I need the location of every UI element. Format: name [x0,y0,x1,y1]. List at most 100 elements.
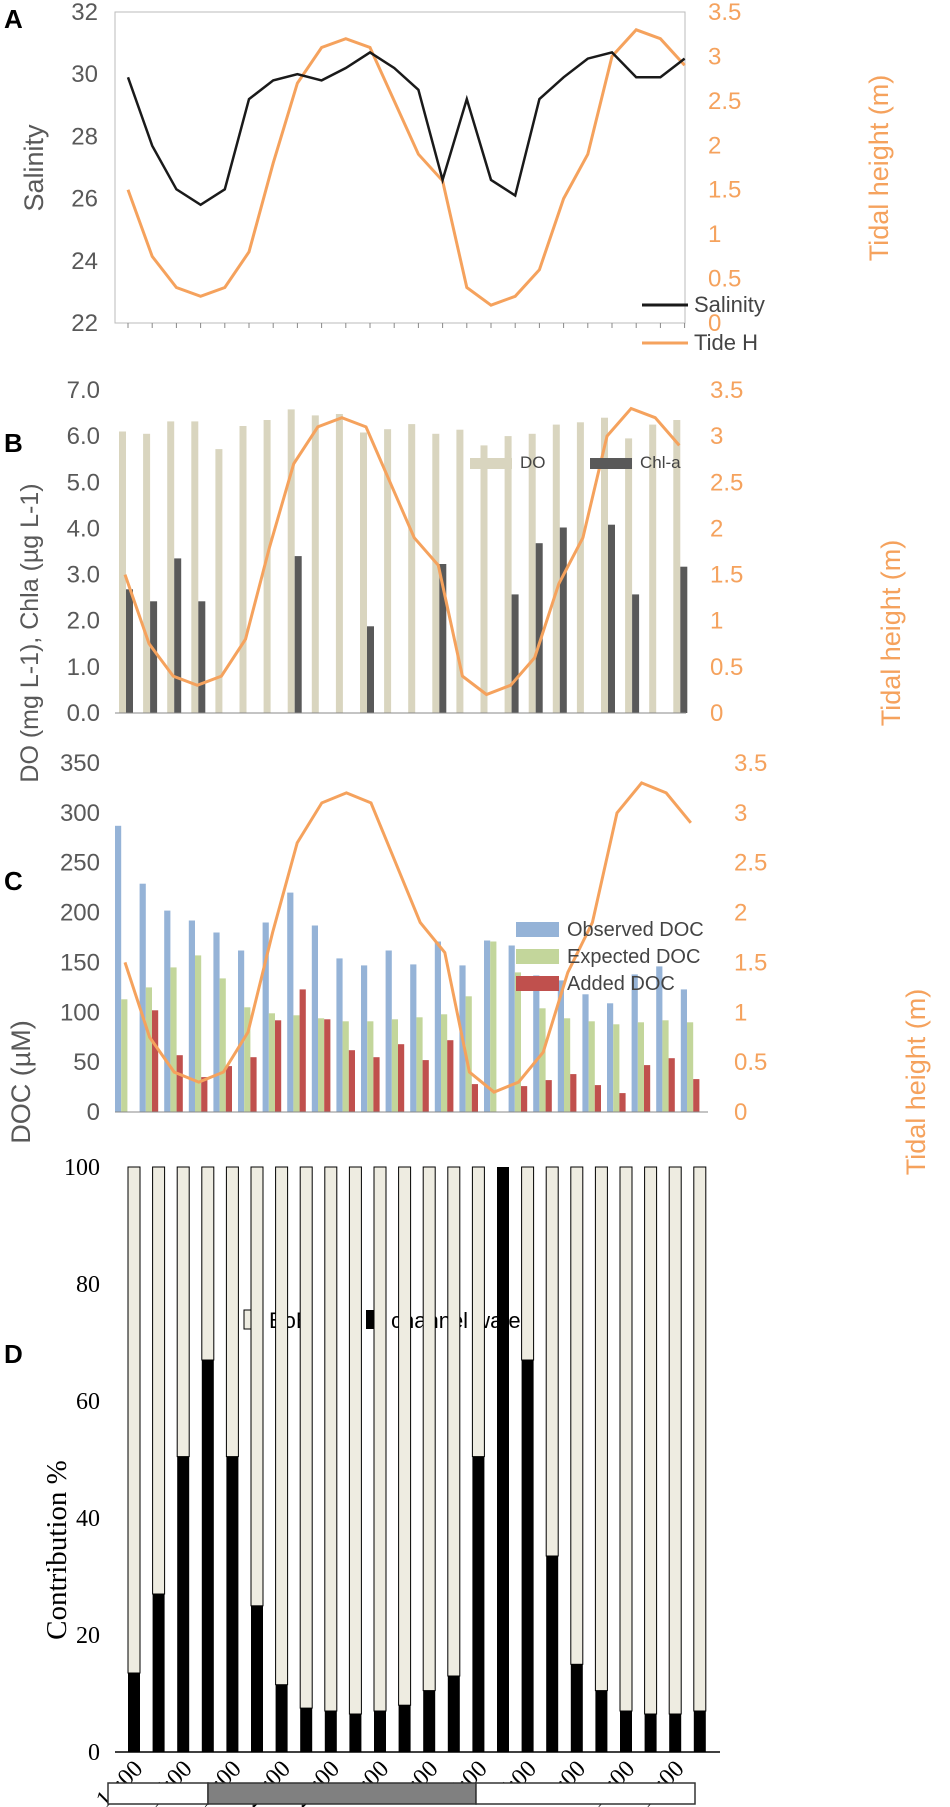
d-channel-bar-21 [644,1714,657,1752]
legend-expected-label: Expected DOC [567,946,700,968]
c-observed-bar-10 [361,965,368,1112]
c-y2-tick-6: 3 [734,800,747,827]
b-chla-bar-13 [439,564,447,713]
c-observed-bar-17 [533,975,540,1112]
b-do-bar-6 [263,420,271,713]
b-do-bar-23 [673,420,681,713]
legend-chla-swatch [590,458,632,469]
d-channel-bar-22 [669,1714,682,1752]
legend-observed-swatch [516,922,559,937]
a-y-tick-4: 30 [71,61,98,88]
d-bob-bar-12 [422,1166,436,1692]
d-channel-bar-16 [521,1360,534,1752]
c-y-tick-7: 350 [60,750,100,777]
c-observed-bar-0 [115,825,122,1112]
a-y-tick-3: 28 [71,123,98,150]
c-y2-tick-1: 0.5 [734,1049,767,1076]
c-observed-bar-8 [311,925,318,1112]
b-y2-tick-1: 0.5 [710,654,743,681]
c-observed-bar-11 [385,950,392,1112]
a-y2-tick-6: 3 [708,43,721,70]
a-y2-tick-5: 2.5 [708,88,741,115]
legend-do-label: DO [520,453,546,472]
b-do-bar-16 [504,436,512,713]
c-added-bar-23 [693,1079,700,1112]
d-bob-bar-7 [299,1166,313,1709]
b-do-bar-5 [239,426,247,713]
d-y-tick-5: 100 [64,1155,100,1181]
c-y2-tick-2: 1 [734,999,747,1026]
c-expected-bar-21 [637,1022,644,1112]
b-y-tick-7: 7.0 [67,377,100,404]
d-channel-bar-15 [497,1167,509,1752]
b-do-bar-10 [360,432,367,713]
b-chla-bar-20 [608,524,615,713]
panel-c: C 0 50 100 150 200 250 300 350 0 0.5 1 1.5 2 2.5 3 3.5… [4,750,931,1175]
b-chla-bar-7 [294,556,302,713]
d-bob-bar-13 [447,1166,461,1677]
day-night-bar [107,1782,696,1805]
day-night-segment-1 [207,1782,477,1805]
c-added-bar-10 [373,1057,380,1112]
b-do-bar-11 [384,429,392,713]
c-observed-bar-5 [238,950,245,1112]
panel-a-plot-frame [114,11,686,324]
a-y2-tick-4: 2 [708,132,721,159]
d-y-tick-1: 20 [76,1623,100,1649]
b-y-tick-4: 4.0 [67,515,100,542]
d-channel-bar-8 [324,1711,337,1752]
b-do-bar-22 [649,424,657,713]
c-observed-bar-6 [262,922,269,1112]
c-added-bar-17 [545,1080,552,1112]
d-bob-bar-5 [250,1166,264,1607]
b-y2-tick-7: 3.5 [710,377,743,404]
b-y-tick-1: 1.0 [67,654,100,681]
c-y2-tick-4: 2 [734,900,747,927]
c-expected-bar-19 [588,1021,595,1112]
c-added-bar-13 [447,1040,454,1112]
panel-d-bars [127,1166,707,1753]
panel-a-y2-ticks: 0 0.5 1 1.5 2 2.5 3 3.5 [708,0,741,337]
a-y2-tick-2: 1 [708,221,721,248]
panel-b: B 0.0 1.0 2.0 3.0 4.0 5.0 6.0 7.0 0 0.5 1 1.5 2 2.5 3… [4,377,906,783]
c-expected-bar-9 [342,1021,349,1112]
legend-added-label: Added DOC [567,973,675,995]
c-added-bar-4 [225,1066,232,1112]
b-chla-bar-1 [150,601,158,713]
a-y-tick-5: 32 [71,0,98,26]
c-expected-bar-13 [441,1014,448,1112]
c-added-bar-1 [152,1010,159,1112]
c-observed-bar-7 [287,892,294,1112]
b-y2-tick-6: 3 [710,423,723,450]
b-chla-bar-17 [535,543,543,713]
d-bob-bar-16 [521,1166,535,1361]
d-y-tick-0: 0 [88,1740,100,1766]
day-night-segment-0 [107,1782,209,1805]
d-bob-bar-19 [594,1166,608,1692]
c-expected-bar-17 [539,1008,546,1112]
panel-letter-d: D [4,1339,23,1369]
c-added-bar-20 [619,1093,626,1112]
c-expected-bar-3 [195,955,202,1112]
b-chla-bar-16 [511,594,519,713]
legend-salinity-label: Salinity [694,292,765,317]
panel-c-y2-label: Tidal height (m) [901,989,931,1176]
d-channel-bar-14 [472,1456,485,1752]
b-chla-bar-0 [126,589,133,713]
b-do-bar-14 [456,429,464,713]
b-do-bar-3 [191,421,199,713]
d-bob-bar-20 [619,1166,633,1712]
c-expected-bar-7 [293,1015,300,1112]
d-bob-bar-0 [127,1166,141,1674]
d-bob-bar-23 [693,1166,707,1712]
panel-letter-c: C [4,866,23,896]
legend-chla-label: Chl-a [640,453,681,472]
c-added-bar-7 [299,989,306,1112]
c-y-tick-0: 0 [87,1099,100,1126]
b-y2-tick-4: 2 [710,515,723,542]
b-do-bar-0 [119,431,126,713]
c-added-bar-9 [348,1050,355,1112]
b-do-bar-17 [528,433,536,713]
d-channel-bar-7 [300,1708,313,1752]
